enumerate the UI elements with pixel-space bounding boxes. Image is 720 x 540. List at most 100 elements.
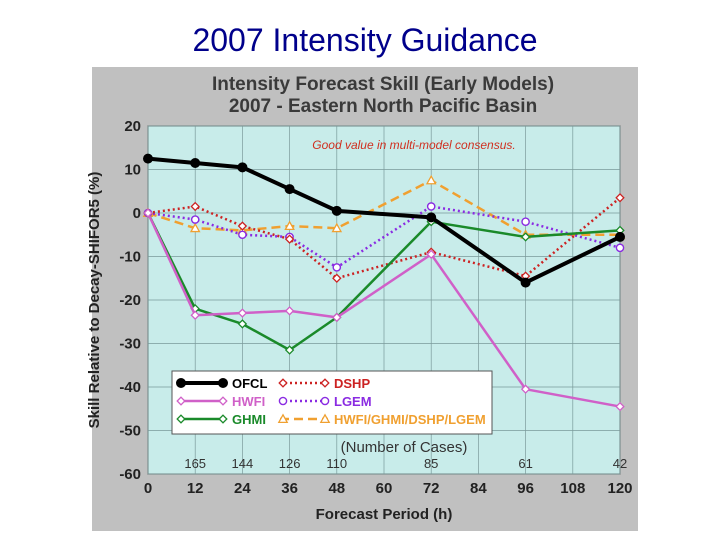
legend-marker xyxy=(176,378,186,388)
legend-label: DSHP xyxy=(334,376,370,391)
data-point xyxy=(284,306,295,316)
data-point xyxy=(237,221,248,231)
legend-marker xyxy=(277,413,289,424)
chart-subtitle: 2007 - Eastern North Pacific Basin xyxy=(229,96,537,117)
data-point xyxy=(237,308,248,318)
data-point xyxy=(332,263,342,272)
data-point xyxy=(189,222,201,233)
x-tick-label: 84 xyxy=(470,480,487,497)
legend-label: HWFI xyxy=(232,394,265,409)
data-point xyxy=(284,220,295,231)
legend-marker xyxy=(176,396,186,406)
legend-label: LGEM xyxy=(334,394,372,409)
case-count: 61 xyxy=(518,456,532,471)
legend-marker xyxy=(278,396,288,406)
legend-marker xyxy=(176,414,186,424)
legend-marker xyxy=(278,378,288,388)
y-tick-label: -20 xyxy=(119,292,141,309)
legend-entry: HWFI/GHMI/DSHP/LGEM xyxy=(277,412,486,427)
case-count: 85 xyxy=(424,456,438,471)
x-axis-label: Forecast Period (h) xyxy=(316,506,453,523)
legend-marker xyxy=(320,396,330,406)
legend-label: OFCL xyxy=(232,376,267,391)
x-tick-label: 0 xyxy=(144,480,152,497)
data-point xyxy=(190,215,200,224)
data-point xyxy=(520,277,531,288)
slide-title: 2007 Intensity Guidance xyxy=(192,22,538,58)
case-count: 144 xyxy=(232,456,254,471)
data-point xyxy=(284,345,295,355)
y-axis-label: Skill Relative to Decay-SHIFOR5 (%) xyxy=(86,172,103,429)
data-point xyxy=(426,249,436,260)
data-point xyxy=(284,234,295,244)
case-count: 126 xyxy=(279,456,301,471)
data-point xyxy=(238,230,247,240)
series-line xyxy=(147,205,621,269)
case-count: 42 xyxy=(613,456,627,471)
data-point xyxy=(237,319,248,329)
legend-marker xyxy=(320,378,330,388)
legend-marker xyxy=(218,378,228,388)
x-tick-label: 12 xyxy=(187,480,204,497)
data-point xyxy=(190,310,200,320)
data-point xyxy=(426,202,436,211)
x-tick-label: 108 xyxy=(560,480,585,497)
data-point xyxy=(615,401,625,412)
y-tick-label: 20 xyxy=(124,118,141,135)
series-ofcl xyxy=(143,153,625,288)
legend-entry: DSHP xyxy=(278,376,370,391)
data-point xyxy=(425,174,437,185)
data-point xyxy=(520,232,531,242)
x-tick-label: 24 xyxy=(234,480,251,497)
legend-label: HWFI/GHMI/DSHP/LGEM xyxy=(334,412,486,427)
series-line xyxy=(147,156,621,285)
series-line xyxy=(147,196,621,280)
y-tick-label: 10 xyxy=(124,162,141,179)
data-point xyxy=(520,384,531,394)
legend-marker xyxy=(319,413,331,424)
legend-marker xyxy=(218,414,228,424)
series-line xyxy=(147,179,620,236)
data-point xyxy=(284,184,295,195)
x-tick-label: 36 xyxy=(281,480,298,497)
series-line xyxy=(146,212,621,408)
legend: OFCL DSHP HWFI LGEM GHMI HWFI/GHMI/DSHP/LGEM xyxy=(171,370,493,435)
chart-annotation: Good value in multi-model consensus. xyxy=(312,138,515,152)
y-tick-label: -10 xyxy=(119,249,141,266)
cases-label: (Number of Cases) xyxy=(341,439,468,456)
data-point xyxy=(143,208,153,218)
legend-entry: OFCL xyxy=(176,376,267,391)
x-tick-label: 60 xyxy=(376,480,393,497)
data-point xyxy=(332,312,342,323)
series-lgem xyxy=(143,202,625,272)
series-layer xyxy=(142,153,626,412)
y-tick-label: 0 xyxy=(133,205,141,222)
data-point xyxy=(615,231,625,242)
x-tick-label: 48 xyxy=(328,480,345,497)
y-tick-label: -50 xyxy=(119,423,141,440)
x-tick-label: 72 xyxy=(423,480,440,497)
data-point xyxy=(426,212,437,223)
x-tick-label: 96 xyxy=(517,480,534,497)
series-hwfi xyxy=(143,208,625,412)
series-line xyxy=(146,212,621,352)
legend-entry: HWFI xyxy=(176,394,265,409)
y-ticks: 20 10 0 -10 -20 -30 -40 -50 -60 xyxy=(119,118,141,483)
legend-label: GHMI xyxy=(232,412,266,427)
legend-marker xyxy=(218,396,228,406)
x-ticks: 0 12 24 36 48 60 72 84 96 108 120 xyxy=(144,480,633,497)
y-tick-label: -30 xyxy=(119,336,141,353)
data-point xyxy=(237,162,248,173)
data-point xyxy=(615,243,625,253)
data-point xyxy=(331,205,342,216)
cases-row: 165 144 126 110 85 61 42 xyxy=(184,456,627,471)
data-point xyxy=(331,222,343,233)
y-tick-label: -60 xyxy=(119,466,141,483)
y-tick-label: -40 xyxy=(119,379,141,396)
x-tick-label: 120 xyxy=(607,480,632,497)
data-point xyxy=(190,201,200,212)
data-point xyxy=(521,217,530,226)
case-count: 165 xyxy=(184,456,206,471)
data-point xyxy=(615,193,625,203)
